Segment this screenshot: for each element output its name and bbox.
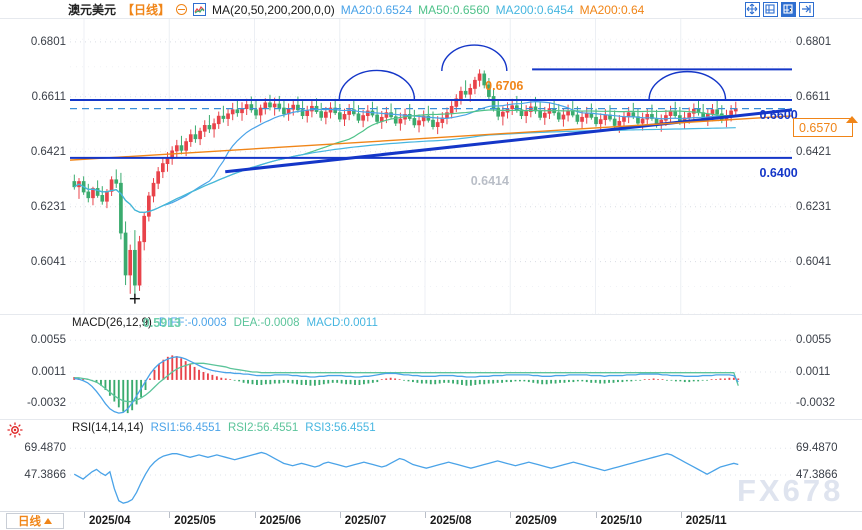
ma50-value: MA50:0.6560 [418,2,490,17]
time-axis-label: 2025/10 [600,515,643,527]
triangle-up-icon [44,518,52,524]
rsi-title: RSI(14,14,14) [72,422,144,434]
macd-tick-right: -0.0032 [796,397,836,409]
rsi-title-bar: RSI(14,14,14) RSI1:56.4551 RSI2:56.4551 … [72,422,376,434]
period-selector-label: 日线 [18,516,41,528]
current-price-arrow-icon [846,115,858,123]
rsi-panel[interactable]: RSI(14,14,14) RSI1:56.4551 RSI2:56.4551 … [0,419,862,511]
time-axis-label: 2025/04 [89,515,131,527]
alert-sun-icon[interactable] [6,421,24,439]
chart-toolbar [745,2,814,17]
rsi-tick-left: 47.3866 [24,468,66,481]
macd-tick-left: 0.0011 [31,365,66,378]
macd-tick-right: 0.0011 [796,365,831,378]
macd-dea-value: DEA:-0.0008 [233,317,300,329]
macd-title: MACD(26,12,9) [72,317,152,329]
ma20-value: MA20:0.6524 [340,2,413,17]
symbol-name[interactable]: 澳元美元 [68,3,117,17]
time-axis-separator [425,512,426,518]
macd-title-bar: MACD(26,12,9) DIFF:-0.0003 DEA:-0.0008 M… [72,317,378,329]
price-tick-left: 0.6421 [30,145,66,158]
price-plot-area[interactable] [70,19,792,314]
macd-axis-left: 0.0055 0.0011 -0.0032 [0,315,70,419]
macd-chart-svg [70,339,792,414]
time-axis-separator [84,512,85,518]
ma200-value: MA200:0.6454 [495,2,574,17]
measure-tool[interactable] [763,2,778,17]
rsi-tick-right: 69.4870 [796,442,838,455]
price-tick-right: 0.6611 [796,90,831,103]
macd-axis-right: 0.0055 0.0011 -0.0032 [792,315,862,419]
chart-header: 澳元美元 【日线】 MA(20,50,200,200,0,0) MA20:0.6… [0,0,862,19]
ma-label-0-6414: 0.6414 [470,173,509,188]
time-axis[interactable]: 日线 2025/04 2025/05 2025/06 2025/07 2025/08 20… [0,511,862,530]
rsi1-value: RSI1:56.4551 [150,422,221,434]
macd-plot-area[interactable] [70,315,792,419]
price-axis-left: 0.6801 0.6611 0.6421 0.6231 0.6041 [0,19,70,314]
rsi-axis-right: 69.4870 47.3866 [792,420,862,511]
time-axis-label: 2025/07 [344,515,387,527]
header-info-bar: 澳元美元 【日线】 MA(20,50,200,200,0,0) MA20:0.6… [68,0,644,19]
time-axis-separator [254,512,256,518]
rsi2-value: RSI2:56.4551 [227,422,299,434]
crosshair-circle-icon[interactable] [176,4,188,15]
price-tick-left: 0.6041 [30,255,66,268]
rsi-axis-left: 69.4870 47.3866 [0,420,70,511]
macd-panel[interactable]: MACD(26,12,9) DIFF:-0.0003 DEA:-0.0008 M… [0,314,862,419]
ma-indicator-icon[interactable] [193,3,207,16]
price-axis-right: 0.6801 0.6611 0.6421 0.6231 0.6041 [792,19,862,314]
time-axis-label: 2025/09 [515,515,557,527]
watermark: FX678 [737,473,844,508]
price-panel[interactable]: 0.6801 0.6611 0.6421 0.6231 0.6041 0.6801 0.6… [0,19,862,330]
time-axis-separator [339,512,341,518]
ma200b-value: MA200:0.64 [579,2,645,17]
price-tick-right: 0.6041 [796,255,832,268]
rsi-plot-area[interactable] [70,420,792,511]
resistance-label-0-6706: 0.6706 [485,79,524,94]
jump-to-latest-tool[interactable] [799,2,814,17]
rsi-chart-svg [70,447,792,504]
price-tick-left: 0.6611 [31,90,66,103]
price-tick-right: 0.6801 [796,35,832,48]
period-selector-button[interactable]: 日线 [6,513,64,529]
crosshair-move-tool[interactable] [745,2,760,17]
support-label-0-6400: 0.6400 [759,165,798,180]
price-chart-svg [70,19,792,314]
macd-tick-left: 0.0055 [30,334,66,347]
resistance-label-0-6600: 0.6600 [759,107,798,122]
time-axis-separator [680,512,682,518]
time-axis-separator [169,512,171,518]
macd-macd-value: MACD:0.0011 [306,317,378,329]
period-label[interactable]: 【日线】 [122,3,171,17]
time-axis-label: 2025/11 [685,515,727,527]
rsi-tick-right: 47.3866 [796,468,838,481]
rsi-tick-left: 69.4870 [24,442,66,455]
time-axis-label: 2025/06 [259,515,302,527]
scale-right-tool[interactable] [781,2,796,17]
rsi3-value: RSI3:56.4551 [305,422,376,434]
ma-parameters-label: MA(20,50,200,200,0,0) [212,2,335,17]
price-tick-right: 0.6231 [796,200,832,213]
price-tick-left: 0.6801 [30,35,66,48]
macd-tick-right: 0.0055 [796,334,832,347]
time-axis-separator [510,512,512,518]
time-axis-label: 2025/05 [174,515,216,527]
macd-tick-left: -0.0032 [26,397,66,409]
current-price-tag[interactable]: 0.6570 [793,118,853,138]
time-axis-separator [595,512,597,518]
low-label-0-5913: 0.5913 [142,315,182,330]
macd-diff-value: DIFF:-0.0003 [158,317,227,329]
price-tick-right: 0.6421 [796,145,832,158]
time-axis-label: 2025/08 [430,515,472,527]
price-tick-left: 0.6231 [30,200,66,213]
